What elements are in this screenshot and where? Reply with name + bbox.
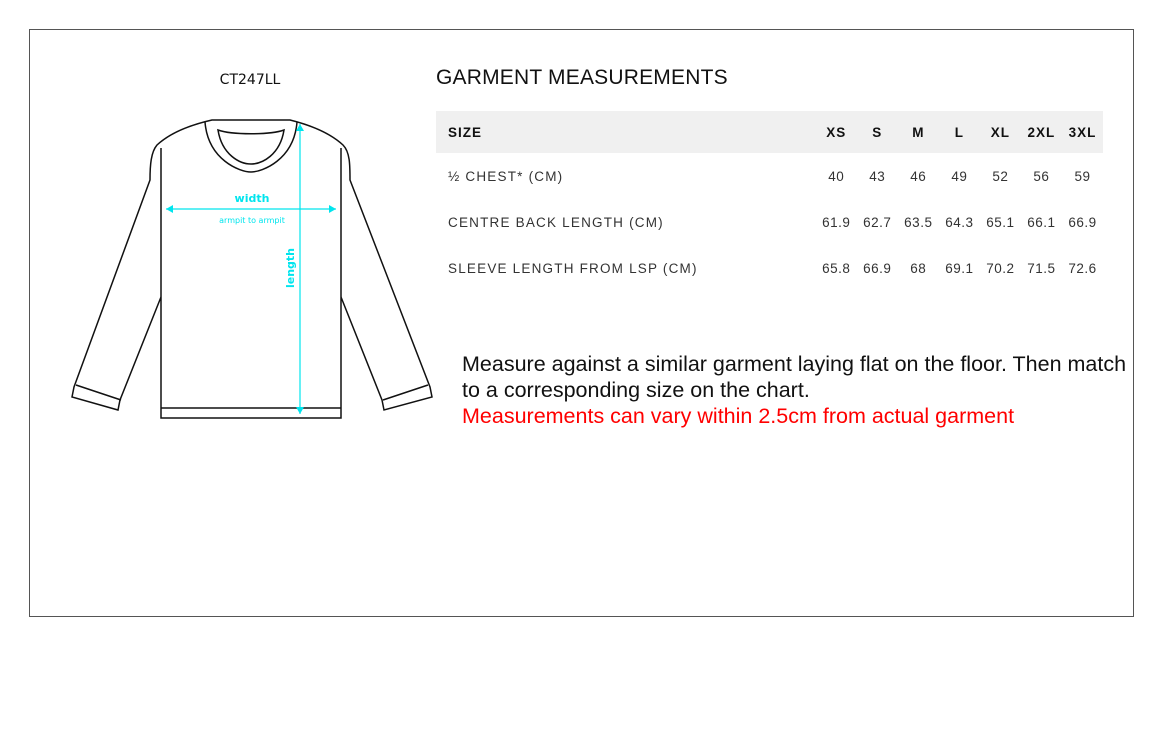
page-title: GARMENT MEASUREMENTS bbox=[436, 66, 728, 89]
table-cell: 43 bbox=[869, 168, 886, 184]
table-row: CENTRE BACK LENGTH (CM) 61.9 62.7 63.5 64.3 6… bbox=[436, 199, 1103, 245]
note-text: Measure against a similar garment laying… bbox=[462, 352, 1127, 402]
row-label: CENTRE BACK LENGTH (CM) bbox=[448, 214, 664, 230]
measurement-note: Measure against a similar garment laying… bbox=[462, 351, 1142, 429]
table-row: SLEEVE LENGTH FROM LSP (CM) 65.8 66.9 68 69.… bbox=[436, 245, 1103, 291]
header-cell: M bbox=[912, 124, 925, 140]
row-label: ½ CHEST* (CM) bbox=[448, 168, 564, 184]
product-code: CT247LL bbox=[219, 72, 281, 88]
header-cell: S bbox=[872, 124, 883, 140]
table-cell: 70.2 bbox=[986, 260, 1015, 276]
collar-outer bbox=[204, 121, 298, 173]
table-cell: 63.5 bbox=[904, 214, 933, 230]
table-cell: 40 bbox=[828, 168, 845, 184]
table-cell: 59 bbox=[1074, 168, 1091, 184]
garment-outline bbox=[71, 119, 433, 419]
table-cell: 46 bbox=[910, 168, 927, 184]
header-cell: XS bbox=[826, 124, 847, 140]
table-cell: 69.1 bbox=[945, 260, 974, 276]
measurements-table: SIZE XS S M L XL 2XL 3XL ½ CHEST* (CM) 40… bbox=[436, 111, 1103, 291]
table-header-row: SIZE XS S M L XL 2XL 3XL bbox=[436, 111, 1103, 153]
header-cell: 2XL bbox=[1027, 124, 1056, 140]
table-cell: 66.1 bbox=[1027, 214, 1056, 230]
table-cell: 65.1 bbox=[986, 214, 1015, 230]
table-cell: 66.9 bbox=[1068, 214, 1097, 230]
width-label: width bbox=[235, 192, 270, 205]
table-cell: 72.6 bbox=[1068, 260, 1097, 276]
size-chart-frame bbox=[29, 29, 1134, 617]
width-sublabel: armpit to armpit bbox=[219, 216, 285, 225]
table-cell: 62.7 bbox=[863, 214, 892, 230]
header-cell: XL bbox=[990, 124, 1010, 140]
collar-inner bbox=[217, 128, 285, 165]
note-warning: Measurements can vary within 2.5cm from … bbox=[462, 404, 1015, 428]
table-cell: 52 bbox=[992, 168, 1009, 184]
row-label: SLEEVE LENGTH FROM LSP (CM) bbox=[448, 260, 698, 276]
length-label: length bbox=[284, 248, 297, 288]
table-cell: 49 bbox=[951, 168, 968, 184]
table-cell: 68 bbox=[910, 260, 927, 276]
table-cell: 71.5 bbox=[1027, 260, 1056, 276]
table-row: ½ CHEST* (CM) 40 43 46 49 52 56 59 bbox=[436, 153, 1103, 199]
header-cell: L bbox=[954, 124, 964, 140]
table-cell: 56 bbox=[1033, 168, 1050, 184]
header-cell: 3XL bbox=[1068, 124, 1097, 140]
header-cell: SIZE bbox=[448, 124, 483, 140]
garment-diagram: width armpit to armpit length bbox=[71, 119, 433, 419]
table-cell: 61.9 bbox=[822, 214, 851, 230]
table-cell: 66.9 bbox=[863, 260, 892, 276]
table-cell: 64.3 bbox=[945, 214, 974, 230]
table-cell: 65.8 bbox=[822, 260, 851, 276]
